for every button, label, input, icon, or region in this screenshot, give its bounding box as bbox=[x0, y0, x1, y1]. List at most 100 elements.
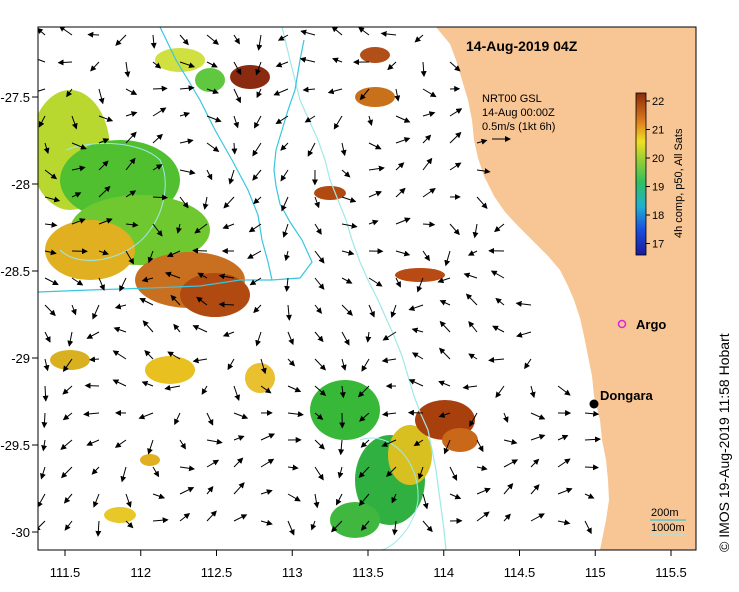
current-arrow-icon bbox=[367, 115, 374, 126]
sst-blob bbox=[330, 502, 380, 538]
current-arrow-icon bbox=[340, 358, 347, 371]
current-arrow-icon bbox=[438, 380, 451, 387]
current-arrow-icon bbox=[71, 304, 77, 316]
x-tick-label: 114 bbox=[433, 565, 454, 580]
colorbar: 22 21 20 19 18 17 4h comp, p50, All Sats bbox=[635, 92, 685, 256]
current-arrow-icon bbox=[152, 164, 163, 171]
current-arrow-icon bbox=[495, 385, 505, 399]
current-arrow-icon bbox=[422, 221, 436, 228]
current-arrow-icon bbox=[476, 168, 491, 175]
current-arrow-icon bbox=[144, 349, 154, 360]
argo-marker-icon bbox=[617, 319, 627, 329]
current-legend-time: 14-Aug 00:00Z bbox=[482, 107, 555, 119]
current-arrow-icon bbox=[227, 358, 235, 371]
current-arrow-icon bbox=[449, 108, 463, 117]
sst-blob bbox=[104, 507, 136, 523]
current-arrow-icon bbox=[152, 107, 167, 117]
current-arrow-icon bbox=[502, 412, 509, 423]
current-arrow-icon bbox=[38, 115, 46, 128]
current-arrow-icon bbox=[255, 331, 262, 347]
current-arrow-icon bbox=[395, 115, 411, 123]
current-arrow-icon bbox=[179, 512, 191, 522]
current-arrow-icon bbox=[252, 142, 262, 157]
current-arrow-icon bbox=[341, 222, 358, 229]
current-arrow-icon bbox=[422, 520, 433, 533]
colorbar-tick-label: 22 bbox=[652, 96, 664, 108]
current-arrow-icon bbox=[287, 520, 295, 536]
current-arrow-icon bbox=[95, 520, 102, 537]
current-arrow-icon bbox=[41, 439, 48, 452]
current-arrow-icon bbox=[64, 520, 73, 531]
current-arrow-icon bbox=[89, 356, 100, 363]
current-arrow-icon bbox=[395, 162, 405, 171]
current-arrow-icon bbox=[341, 249, 355, 256]
sst-blob bbox=[140, 454, 160, 466]
current-arrow-icon bbox=[422, 250, 430, 262]
dongara-town: Dongara bbox=[589, 388, 654, 409]
current-arrow-icon bbox=[340, 142, 347, 157]
current-arrow-icon bbox=[287, 493, 301, 502]
current-arrow-icon bbox=[488, 356, 505, 363]
current-arrow-icon bbox=[173, 323, 181, 333]
current-arrow-icon bbox=[44, 196, 61, 203]
current-arrow-icon bbox=[254, 115, 262, 129]
current-arrow-icon bbox=[530, 513, 545, 522]
current-arrow-icon bbox=[395, 250, 411, 257]
current-arrow-icon bbox=[284, 250, 290, 262]
current-arrow-icon bbox=[83, 410, 100, 417]
current-arrow-icon bbox=[252, 169, 262, 181]
x-tick-label: 112.5 bbox=[201, 565, 233, 580]
current-arrow-icon bbox=[206, 459, 220, 468]
current-arrow-icon bbox=[307, 142, 316, 157]
current-arrow-icon bbox=[524, 358, 532, 370]
current-arrow-icon bbox=[422, 188, 436, 198]
current-arrow-icon bbox=[314, 331, 324, 343]
current-arrow-icon bbox=[139, 298, 154, 306]
current-arrow-icon bbox=[253, 304, 262, 314]
current-arrow-icon bbox=[381, 357, 397, 364]
x-tick-label: 111.5 bbox=[50, 565, 81, 580]
sst-blob bbox=[360, 47, 390, 63]
current-arrow-icon bbox=[422, 88, 437, 98]
current-arrow-icon bbox=[281, 196, 289, 212]
current-arrow-icon bbox=[71, 218, 86, 225]
current-arrow-icon bbox=[43, 358, 50, 372]
current-arrow-icon bbox=[417, 466, 424, 480]
current-arrow-icon bbox=[503, 459, 519, 468]
y-tick-label: -28.5 bbox=[0, 264, 30, 279]
current-arrow-icon bbox=[380, 30, 397, 37]
current-arrow-icon bbox=[282, 223, 289, 238]
current-arrow-icon bbox=[91, 466, 100, 475]
x-axis: 111.5 112 112.5 113 113.5 114 114.5 115 115.5 bbox=[50, 550, 687, 580]
current-arrow-icon bbox=[152, 85, 168, 92]
sst-blob bbox=[145, 356, 195, 384]
current-arrow-icon bbox=[206, 486, 214, 495]
current-arrow-icon bbox=[179, 487, 195, 495]
current-arrow-icon bbox=[390, 304, 397, 318]
current-arrow-icon bbox=[233, 482, 245, 495]
depth-legend-200: 200m bbox=[651, 507, 679, 519]
current-arrow-icon bbox=[233, 457, 244, 468]
current-arrow-icon bbox=[176, 223, 182, 234]
current-arrow-icon bbox=[125, 493, 132, 508]
current-arrow-icon bbox=[472, 223, 479, 239]
current-arrow-icon bbox=[113, 326, 127, 333]
current-arrow-icon bbox=[58, 27, 73, 36]
current-arrow-icon bbox=[125, 111, 138, 117]
current-arrow-icon bbox=[411, 327, 424, 334]
current-arrow-icon bbox=[222, 223, 235, 230]
current-arrow-icon bbox=[233, 88, 241, 104]
current-arrow-icon bbox=[314, 196, 320, 209]
current-arrow-icon bbox=[557, 519, 571, 526]
current-arrow-icon bbox=[313, 493, 320, 509]
isobath-eddy bbox=[359, 437, 419, 550]
current-arrow-icon bbox=[147, 250, 154, 264]
current-arrow-icon bbox=[206, 115, 222, 123]
sst-blob bbox=[245, 363, 275, 393]
current-arrow-icon bbox=[438, 412, 451, 418]
current-arrow-icon bbox=[44, 304, 56, 317]
plot-frame bbox=[37, 26, 697, 551]
current-arrow-icon bbox=[387, 61, 397, 71]
current-arrow-icon bbox=[125, 157, 136, 171]
current-arrow-icon bbox=[287, 411, 304, 418]
